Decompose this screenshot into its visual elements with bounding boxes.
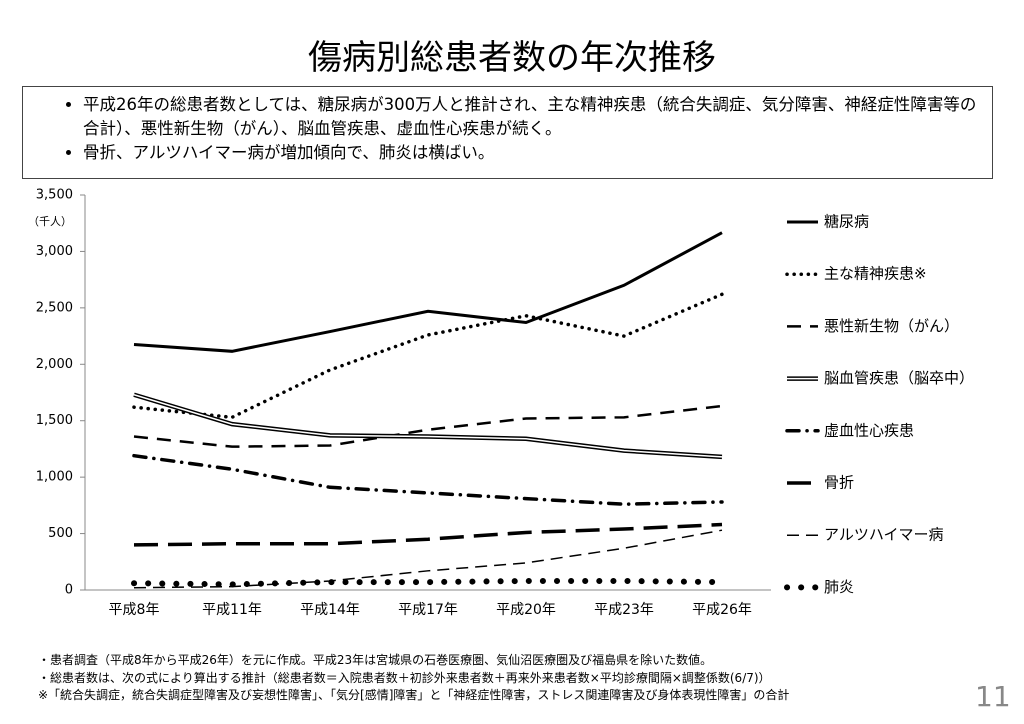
legend-label: 骨折 [824, 474, 854, 492]
series-line [132, 292, 724, 420]
legend-label: アルツハイマー病 [824, 526, 944, 544]
series-line [131, 577, 725, 588]
note: ※「統合失調症，統合失調症型障害及び妄想性障害」、「気分[感情]障害」と「神経症… [38, 688, 790, 702]
y-tick-label: 0 [65, 583, 73, 598]
x-tick-label: 平成17年 [398, 602, 458, 618]
x-tick-label: 平成11年 [202, 602, 262, 618]
legend-label: 悪性新生物（がん） [824, 317, 959, 335]
note: ・総患者数は、次の式により算出する推計（総患者数＝入院患者数＋初診外来患者数＋再… [38, 670, 771, 685]
series-line [133, 392, 723, 460]
series-line [133, 522, 723, 547]
x-tick-label: 平成8年 [109, 602, 160, 618]
x-tick-label: 平成23年 [594, 602, 654, 618]
legend-label: 脳血管疾患（脳卒中） [824, 369, 974, 387]
legend-label: 肺炎 [824, 578, 854, 596]
page-number: 11 [975, 680, 1011, 713]
series-line [133, 231, 723, 353]
bullet: 平成26年の総患者数としては、糖尿病が300万人と推計され、主な精神疾患（統合失… [83, 93, 982, 141]
bullet: 骨折、アルツハイマー病が増加傾向で、肺炎は横ばい。 [83, 141, 982, 165]
note: ・患者調査（平成8年から平成26年）を元に作成。平成23年は宮城県の石巻医療圏、… [38, 653, 713, 667]
legend-label: 主な精神疾患※ [824, 265, 927, 283]
notes: ・患者調査（平成8年から平成26年）を元に作成。平成23年は宮城県の石巻医療圏、… [38, 652, 789, 705]
summary-box: 平成26年の総患者数としては、糖尿病が300万人と推計され、主な精神疾患（統合失… [22, 86, 993, 179]
unit-label: （千人） [28, 215, 72, 228]
y-tick-label: 3,500 [36, 188, 73, 203]
y-tick-label: 1,000 [36, 470, 73, 485]
series-line [132, 453, 724, 506]
y-tick-label: 1,500 [36, 413, 73, 428]
legend-label: 糖尿病 [824, 213, 869, 231]
series-line-inner [133, 394, 723, 458]
y-tick-label: 2,000 [36, 357, 73, 372]
y-tick-label: 2,500 [36, 300, 73, 315]
y-tick-label: 500 [48, 526, 73, 541]
y-tick-label: 3,000 [36, 244, 73, 259]
x-tick-label: 平成26年 [692, 602, 752, 618]
series-line [133, 404, 723, 448]
x-tick-label: 平成14年 [300, 602, 360, 618]
x-tick-label: 平成20年 [496, 602, 556, 618]
title: 傷病別総患者数の年次推移 [308, 38, 716, 78]
legend-label: 虚血性心疾患 [824, 421, 914, 439]
